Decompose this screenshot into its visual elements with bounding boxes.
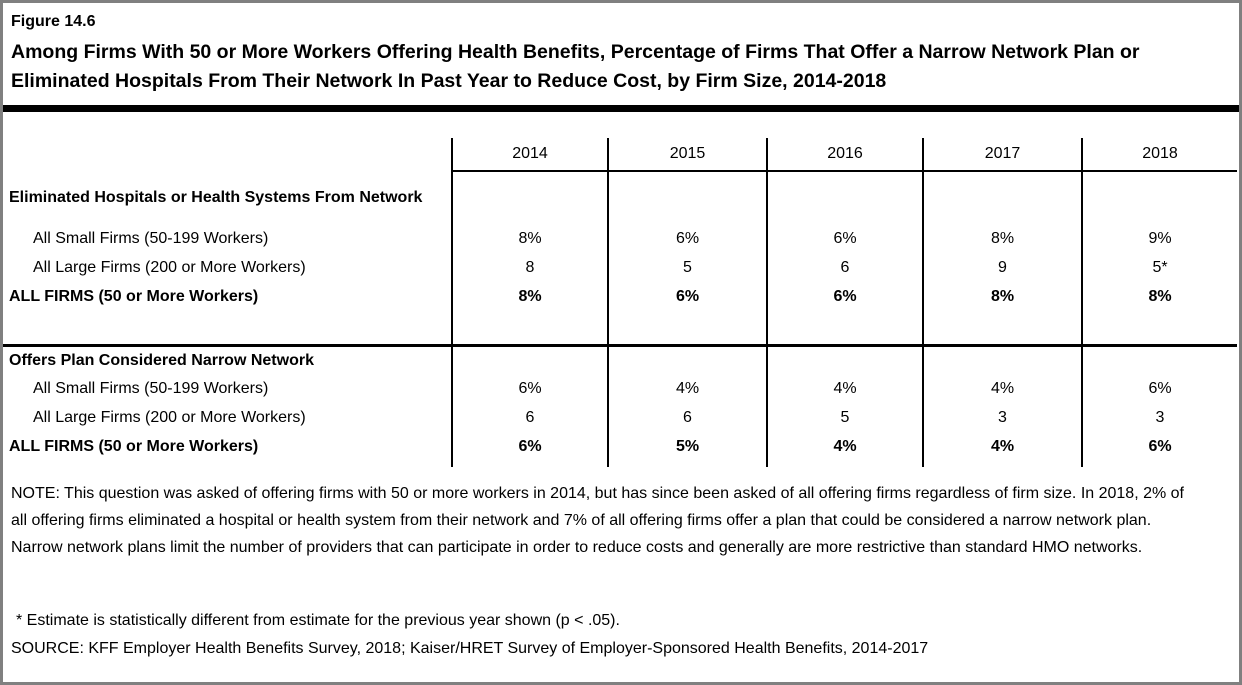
- empty-cell: [766, 311, 923, 346]
- year-header-2018: 2018: [1081, 138, 1237, 172]
- empty-cell: [766, 171, 923, 224]
- empty-cell: [922, 311, 1082, 346]
- row-label: ALL FIRMS (50 or More Workers): [9, 287, 259, 305]
- empty-cell: [1081, 171, 1237, 224]
- table-tail-row: [3, 461, 1237, 467]
- empty-cell: [922, 344, 1082, 374]
- value-cell: 5: [607, 253, 767, 282]
- section-header-label: Offers Plan Considered Narrow Network: [3, 344, 452, 374]
- value-cell: 9%: [1081, 224, 1237, 253]
- empty-cell: [451, 171, 608, 224]
- value-cell: 4%: [922, 432, 1082, 461]
- value-cell: 8%: [922, 224, 1082, 253]
- year-header-2014: 2014: [451, 138, 608, 172]
- section-header-row: Offers Plan Considered Narrow Network: [3, 344, 1237, 374]
- title-divider-rule: [3, 105, 1239, 112]
- value-cell: 6%: [1081, 432, 1237, 461]
- empty-cell: [3, 311, 452, 346]
- empty-cell: [922, 171, 1082, 224]
- empty-cell: [451, 461, 608, 467]
- empty-cell: [1081, 461, 1237, 467]
- figure-number: Figure 14.6: [11, 13, 96, 30]
- data-table: 2014 2015 2016 2017 2018 Eliminated Hosp…: [3, 138, 1237, 467]
- value-cell: 3: [1081, 403, 1237, 432]
- year-header-row: 2014 2015 2016 2017 2018: [3, 138, 1237, 172]
- value-cell: 5%: [607, 432, 767, 461]
- empty-cell: [451, 344, 608, 374]
- row-label: All Large Firms (200 or More Workers): [33, 408, 306, 426]
- value-cell: 9: [922, 253, 1082, 282]
- value-cell: 8%: [451, 282, 608, 311]
- value-cell: 4%: [922, 374, 1082, 403]
- table-row-total: ALL FIRMS (50 or More Workers) 6% 5% 4% …: [3, 432, 1237, 461]
- empty-cell: [451, 311, 608, 346]
- notes-block: NOTE: This question was asked of offerin…: [3, 480, 1239, 659]
- empty-cell: [1081, 344, 1237, 374]
- value-cell: 5*: [1081, 253, 1237, 282]
- empty-cell: [3, 461, 452, 467]
- source-text: SOURCE: KFF Employer Health Benefits Sur…: [11, 640, 929, 657]
- value-cell: 4%: [607, 374, 767, 403]
- empty-cell: [607, 344, 767, 374]
- spacer-row: [3, 311, 1237, 346]
- table-row-total: ALL FIRMS (50 or More Workers) 8% 6% 6% …: [3, 282, 1237, 311]
- value-cell: 8: [451, 253, 608, 282]
- section-header-label: Eliminated Hospitals or Health Systems F…: [9, 189, 423, 206]
- value-cell: 3: [922, 403, 1082, 432]
- value-cell: 4%: [766, 374, 923, 403]
- table-row: All Small Firms (50-199 Workers) 8% 6% 6…: [3, 224, 1237, 253]
- empty-cell: [1081, 311, 1237, 346]
- figure-header: Figure 14.6 Among Firms With 50 or More …: [3, 3, 1239, 96]
- empty-cell: [607, 171, 767, 224]
- value-cell: 8%: [922, 282, 1082, 311]
- empty-cell: [607, 311, 767, 346]
- row-label: All Small Firms (50-199 Workers): [33, 379, 269, 397]
- row-label: ALL FIRMS (50 or More Workers): [9, 437, 259, 455]
- empty-cell: [922, 461, 1082, 467]
- value-cell: 6: [607, 403, 767, 432]
- value-cell: 4%: [766, 432, 923, 461]
- value-cell: 6%: [1081, 374, 1237, 403]
- empty-cell: [766, 461, 923, 467]
- section-header-row: Eliminated Hospitals or Health Systems F…: [3, 171, 1237, 224]
- note-text: NOTE: This question was asked of offerin…: [11, 485, 1184, 556]
- table-row: All Large Firms (200 or More Workers) 8 …: [3, 253, 1237, 282]
- value-cell: 6: [451, 403, 608, 432]
- row-label: All Small Firms (50-199 Workers): [33, 229, 269, 247]
- corner-cell: [3, 138, 452, 171]
- empty-cell: [766, 344, 923, 374]
- row-label: All Large Firms (200 or More Workers): [33, 258, 306, 276]
- table-row: All Large Firms (200 or More Workers) 6 …: [3, 403, 1237, 432]
- figure-title: Among Firms With 50 or More Workers Offe…: [11, 41, 1140, 92]
- footnote-text: * Estimate is statistically different fr…: [16, 612, 620, 629]
- year-header-2017: 2017: [922, 138, 1082, 172]
- value-cell: 6%: [607, 224, 767, 253]
- value-cell: 6%: [766, 224, 923, 253]
- value-cell: 6%: [607, 282, 767, 311]
- value-cell: 6: [766, 253, 923, 282]
- table-row: All Small Firms (50-199 Workers) 6% 4% 4…: [3, 374, 1237, 403]
- value-cell: 8%: [1081, 282, 1237, 311]
- value-cell: 6%: [451, 374, 608, 403]
- value-cell: 6%: [766, 282, 923, 311]
- year-header-2015: 2015: [607, 138, 767, 172]
- value-cell: 8%: [451, 224, 608, 253]
- value-cell: 5: [766, 403, 923, 432]
- value-cell: 6%: [451, 432, 608, 461]
- year-header-2016: 2016: [766, 138, 923, 172]
- empty-cell: [607, 461, 767, 467]
